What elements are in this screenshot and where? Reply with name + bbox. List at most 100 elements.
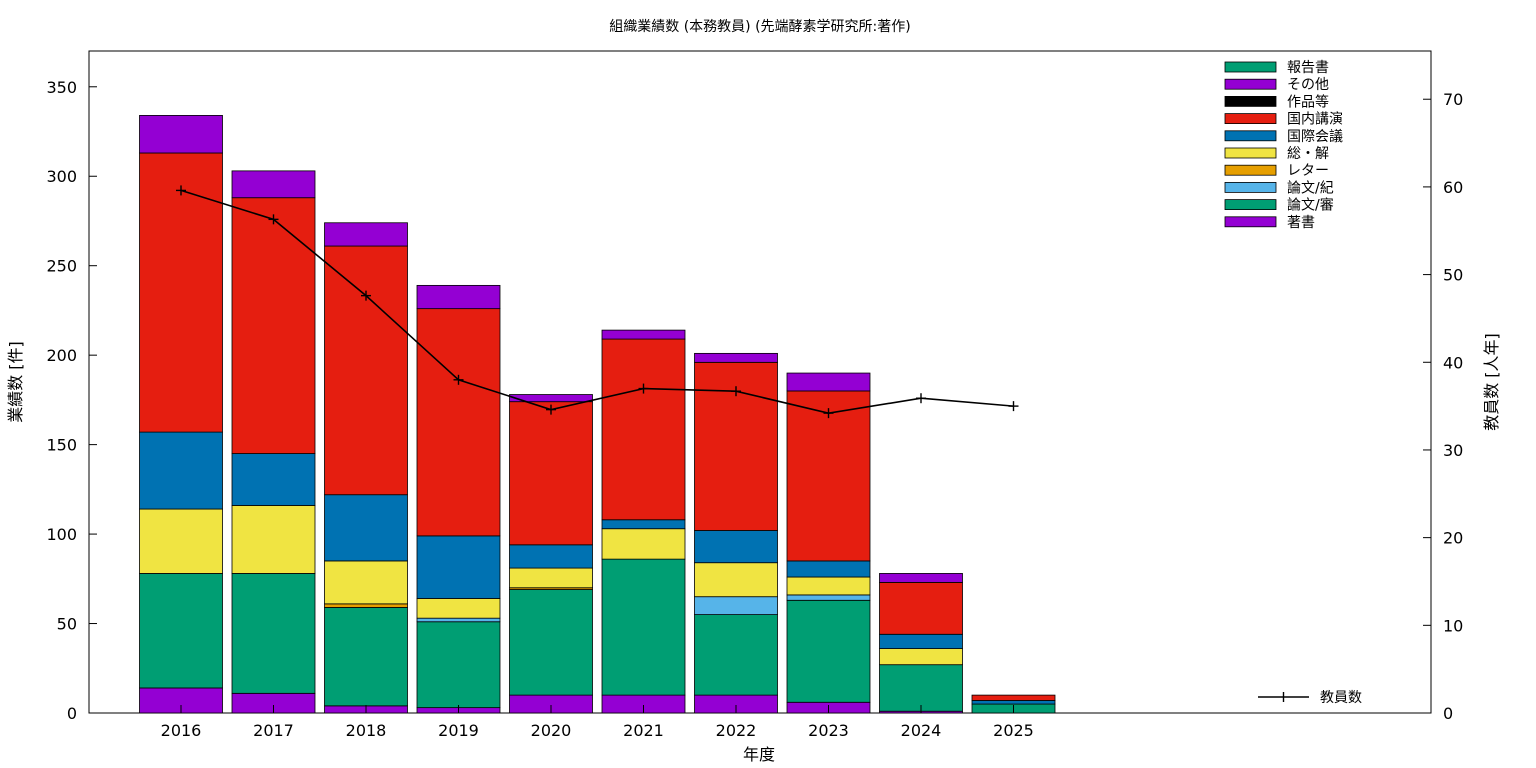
- legend-label: 作品等: [1287, 93, 1329, 110]
- legend-label: 国内講演: [1287, 112, 1343, 128]
- line-point-2016: [176, 185, 186, 196]
- bar-segment-2017-8: [231, 170, 316, 199]
- bar-segment-2016-8: [139, 115, 223, 154]
- legend-item-8: 論文/審: [1224, 198, 1334, 214]
- x-tick-label-2021: 2021: [623, 721, 664, 740]
- bar-segment-2020-1: [509, 589, 593, 696]
- legend-item-line: 教員数: [1258, 690, 1362, 706]
- bar-segment-2018-8: [324, 222, 408, 247]
- bar-segment-2017-6: [231, 197, 316, 454]
- legend-swatch: [1224, 147, 1277, 159]
- bar-segment-2018-3: [324, 603, 408, 608]
- legend-swatch: [1224, 130, 1277, 142]
- legend-label: 報告書: [1287, 60, 1329, 76]
- y2-tick-label: 0: [1443, 704, 1453, 723]
- legend-item-4: 国際会議: [1224, 128, 1343, 145]
- y2-tick-label: 60: [1443, 178, 1463, 197]
- chart-title: 組織業績数 (本務教員) (先端酵素学研究所:著作): [609, 19, 910, 35]
- bar-segment-2017-5: [231, 453, 316, 506]
- y-axis-label: 業績数 [件]: [6, 341, 25, 423]
- bar-segment-2021-6: [601, 338, 686, 521]
- bar-segment-2021-4: [601, 528, 686, 560]
- legend-item-2: 作品等: [1224, 93, 1329, 110]
- legend-swatch: [1224, 216, 1277, 228]
- x-tick-label-2016: 2016: [161, 721, 202, 740]
- bar-segment-2024-5: [879, 633, 963, 649]
- bar-segment-2020-6: [509, 401, 593, 546]
- legend-swatch: [1224, 199, 1277, 211]
- bar-segment-2021-5: [601, 519, 686, 530]
- y2-tick-label: 10: [1443, 616, 1463, 635]
- y2-tick-label: 20: [1443, 529, 1463, 548]
- legend-label: 国際会議: [1287, 128, 1343, 145]
- legend-line-label: 教員数: [1320, 690, 1362, 706]
- line-point-2019: [453, 374, 464, 385]
- legend-swatch: [1224, 113, 1277, 124]
- legend-swatch: [1224, 181, 1277, 193]
- bar-segment-2020-4: [509, 567, 593, 589]
- line-point-2021: [638, 383, 649, 394]
- axes: 0 50 100 150 200 250 300 350 0 10 20 30 40 50 60 70 2016…: [46, 78, 1463, 740]
- legend-item-9: 著書: [1224, 215, 1315, 231]
- bar-segment-2023-6: [786, 390, 871, 562]
- bar-segment-2019-4: [416, 598, 501, 619]
- bar-segment-2022-5: [694, 530, 778, 564]
- bar-segment-2024-4: [879, 648, 963, 666]
- line-series: [180, 189, 1014, 414]
- legend-label: 総・解: [1287, 146, 1329, 162]
- x-tick-label-2018: 2018: [346, 721, 387, 740]
- bar-stack-2021: [601, 329, 686, 714]
- bar-segment-2024-6: [879, 581, 963, 635]
- bar-segment-2022-8: [694, 352, 778, 363]
- bar-segment-2024-1: [879, 664, 963, 712]
- bar-stack-2016: [139, 115, 223, 714]
- bar-segment-2024-8: [879, 573, 963, 583]
- bar-segment-2022-1: [694, 614, 778, 696]
- y-tick-label: 0: [67, 704, 77, 723]
- bar-segment-2019-8: [416, 284, 501, 310]
- bar-stack-2023: [786, 372, 871, 714]
- legend-swatch: [1224, 164, 1277, 176]
- bar-segment-2019-1: [416, 621, 501, 709]
- bar-stack-2018: [324, 222, 408, 714]
- y2-tick-label: 40: [1443, 353, 1463, 372]
- y-tick-label: 100: [46, 525, 77, 544]
- line-point-2020: [546, 404, 556, 415]
- legend-item-7: 論文/紀: [1224, 180, 1334, 196]
- line-point-2025: [1008, 401, 1019, 412]
- y-tick-label: 150: [46, 436, 77, 455]
- x-tick-label-2022: 2022: [716, 721, 757, 740]
- bar-segment-2022-2: [694, 596, 778, 615]
- y-tick-label: 250: [46, 257, 77, 276]
- legend-label: その他: [1287, 77, 1329, 93]
- legend-item-6: レター: [1224, 163, 1329, 179]
- bar-segment-2025-6: [971, 694, 1056, 701]
- legend-swatch: [1224, 96, 1277, 107]
- bar-segment-2018-6: [324, 245, 408, 496]
- x-axis-label: 年度: [743, 745, 775, 764]
- bar-segment-2019-5: [416, 535, 501, 599]
- bar-segment-2023-8: [786, 372, 871, 392]
- legend-swatch: [1224, 78, 1277, 90]
- bar-stack-2024: [879, 573, 963, 714]
- legend-label: 論文/審: [1287, 198, 1334, 214]
- legend-item-0: 報告書: [1224, 60, 1329, 76]
- bar-segment-2023-1: [786, 599, 871, 703]
- bar-segment-2016-5: [139, 431, 223, 510]
- line-point-2023: [823, 408, 834, 419]
- x-tick-label-2017: 2017: [253, 721, 294, 740]
- y-tick-label: 350: [46, 78, 77, 97]
- bar-segment-2021-1: [601, 558, 686, 696]
- bar-segment-2019-6: [416, 308, 501, 537]
- bar-segment-2021-8: [601, 329, 686, 340]
- x-tick-label-2024: 2024: [901, 721, 942, 740]
- bar-segment-2020-5: [509, 544, 593, 569]
- y-tick-label: 300: [46, 167, 77, 186]
- legend-label: 著書: [1287, 215, 1315, 231]
- bar-segment-2023-4: [786, 576, 871, 596]
- staff-line: [176, 185, 1019, 419]
- x-tick-label-2019: 2019: [438, 721, 479, 740]
- bar-stack-2020: [509, 394, 593, 714]
- y-tick-label: 200: [46, 346, 77, 365]
